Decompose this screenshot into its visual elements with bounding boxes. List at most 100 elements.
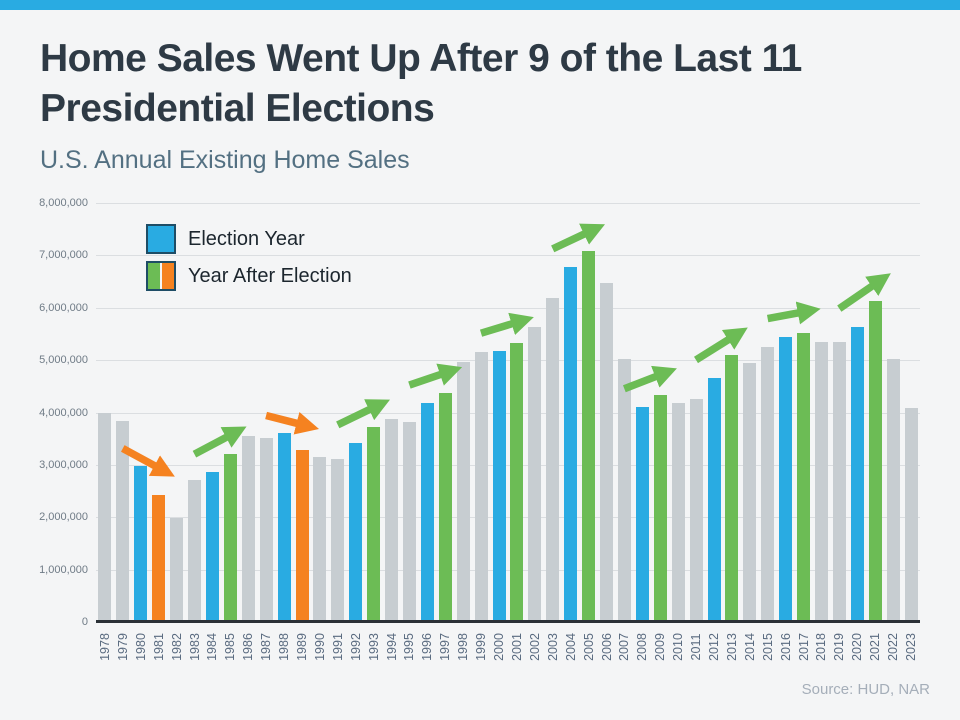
plot-area: Election Year Year After Election: [96, 203, 920, 623]
legend-label-election-year: Election Year: [188, 227, 305, 250]
x-tick-label: 2016: [778, 633, 793, 661]
orange-half-swatch: [162, 263, 174, 289]
x-tick-label: 1999: [474, 633, 489, 661]
x-tick-label: 2023: [904, 633, 919, 661]
y-tick-label: 3,000,000: [39, 458, 88, 471]
x-tick-label: 2022: [886, 633, 901, 661]
bar-2008: [635, 406, 649, 622]
page-title: Home Sales Went Up After 9 of the Last 1…: [40, 37, 802, 130]
bar-2018: [814, 342, 828, 622]
x-tick-label: 1991: [330, 633, 345, 661]
x-tick-label: 2014: [742, 633, 757, 661]
gridline-6,000,000: [96, 307, 920, 309]
bar-1990: [313, 456, 327, 622]
bar-2001: [510, 342, 524, 622]
bar-2007: [617, 358, 631, 622]
legend-item-election-year: Election Year: [146, 224, 352, 254]
x-tick-label: 1978: [97, 633, 112, 661]
bar-1995: [402, 422, 416, 622]
y-tick-label: 2,000,000: [39, 511, 88, 524]
bar-2000: [492, 351, 506, 622]
bar-1993: [367, 426, 381, 622]
green-half-swatch: [148, 263, 160, 289]
x-tick-label: 2020: [850, 633, 865, 661]
trend-arrows-layer: [120, 223, 891, 477]
x-tick-label: 1984: [205, 633, 220, 661]
x-tick-label: 1997: [438, 633, 453, 661]
bar-1981: [152, 495, 166, 622]
trend-arrow-down-1989: [265, 411, 320, 435]
y-tick-label: 1,000,000: [39, 563, 88, 576]
year-after-election-swatch-icon: [146, 261, 176, 291]
x-tick-label: 2015: [760, 633, 775, 661]
x-tick-label: 2021: [868, 633, 883, 661]
y-tick-label: 5,000,000: [39, 354, 88, 367]
x-tick-label: 2006: [599, 633, 614, 661]
bar-2023: [904, 407, 918, 622]
gridline-1,000,000: [96, 569, 920, 571]
x-tick-label: 2003: [545, 633, 560, 661]
gridline-5,000,000: [96, 360, 920, 362]
gridline-2,000,000: [96, 517, 920, 519]
x-tick-label: 1981: [151, 633, 166, 661]
bar-2019: [832, 342, 846, 622]
y-axis-labels: 0 1,000,000 2,000,000 3,000,000 4,000,000 5,0…: [0, 197, 88, 628]
legend: Election Year Year After Election: [146, 224, 352, 291]
bar-2011: [689, 398, 703, 622]
trend-arrow-up-1993: [336, 399, 391, 429]
bar-1999: [474, 352, 488, 622]
trend-arrow-up-2017: [766, 301, 821, 325]
bar-2015: [761, 347, 775, 622]
bar-1994: [385, 419, 399, 622]
x-tick-label: 2002: [527, 633, 542, 661]
y-tick-label: 4,000,000: [39, 406, 88, 419]
bar-2016: [779, 336, 793, 622]
bar-1986: [241, 436, 255, 622]
x-tick-label: 1988: [277, 633, 292, 661]
y-tick-label: 7,000,000: [39, 249, 88, 262]
bar-2003: [546, 298, 560, 622]
bar-1979: [116, 421, 130, 622]
x-tick-label: 1990: [312, 633, 327, 661]
bar-1989: [295, 449, 309, 622]
y-tick-label: 8,000,000: [39, 197, 88, 209]
bar-1985: [223, 453, 237, 622]
bar-2009: [653, 394, 667, 622]
trend-arrow-up-1997: [408, 363, 463, 389]
trend-arrow-up-2021: [837, 273, 891, 312]
x-tick-label: 2005: [581, 633, 596, 661]
bar-1996: [420, 403, 434, 622]
gridline-3,000,000: [96, 464, 920, 466]
bar-2012: [707, 377, 721, 622]
x-tick-label: 1998: [456, 633, 471, 661]
x-tick-label: 1979: [115, 633, 130, 661]
x-tick-label: 2019: [832, 633, 847, 661]
bar-2006: [600, 283, 614, 622]
top-accent-bar: [0, 0, 960, 10]
election-year-swatch-icon: [146, 224, 176, 254]
x-tick-label: 2004: [563, 633, 578, 661]
y-tick-label: 0: [81, 616, 88, 628]
x-tick-label: 1994: [384, 633, 399, 661]
x-tick-label: 1982: [169, 633, 184, 661]
gridline-8,000,000: [96, 203, 920, 204]
x-tick-label: 1983: [187, 633, 202, 661]
gridline-7,000,000: [96, 255, 920, 257]
x-tick-label: 2017: [796, 633, 811, 661]
bar-2020: [850, 326, 864, 622]
bar-1982: [170, 517, 184, 622]
x-tick-label: 1995: [402, 633, 417, 661]
bar-1984: [205, 472, 219, 622]
bar-2005: [582, 251, 596, 622]
y-tick-label: 6,000,000: [39, 301, 88, 314]
bar-1978: [98, 413, 112, 622]
gridline-4,000,000: [96, 412, 920, 414]
bar-2022: [886, 358, 900, 622]
x-tick-label: 2010: [671, 633, 686, 661]
x-axis-labels: 1978 1979 1980 1981 1982 1983 1984 1985 1986 1987…: [96, 628, 920, 674]
x-tick-label: 1993: [366, 633, 381, 661]
bar-1983: [188, 479, 202, 622]
bar-2004: [564, 266, 578, 622]
x-tick-label: 1989: [295, 633, 309, 661]
